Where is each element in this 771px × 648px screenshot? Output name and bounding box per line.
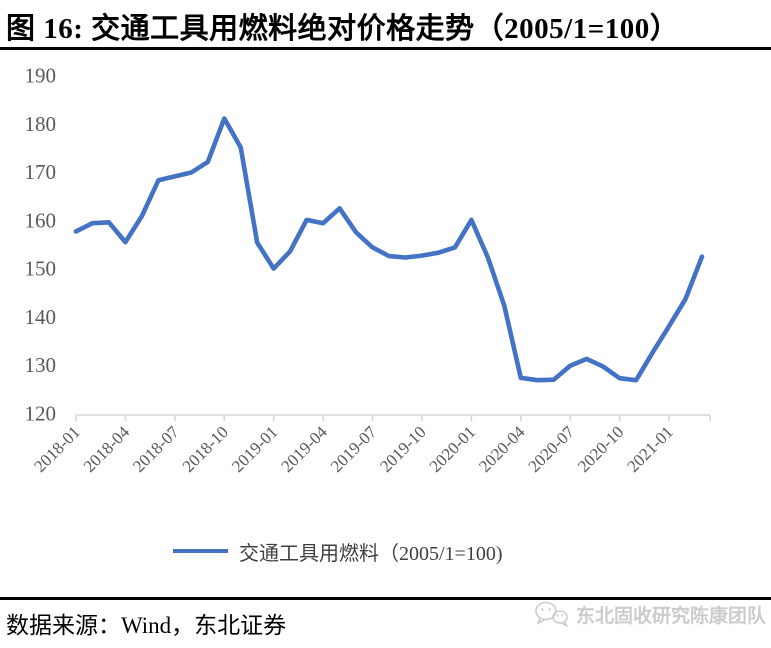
- title-divider: [0, 47, 771, 50]
- y-axis-tick-label: 130: [25, 353, 57, 377]
- legend-label: 交通工具用燃料（2005/1=100): [239, 542, 503, 565]
- x-axis-tick-label: 2019-01: [228, 422, 282, 476]
- x-axis-tick-label: 2018-10: [179, 422, 233, 476]
- figure-title: 图 16: 交通工具用燃料绝对价格走势（2005/1=100）: [6, 13, 680, 45]
- x-axis-tick-label: 2021-01: [623, 422, 677, 476]
- legend-line-swatch: [173, 549, 228, 553]
- wechat-icon: [535, 601, 569, 628]
- x-axis-tick-label: 2018-01: [30, 422, 84, 476]
- watermark: 东北固收研究陈康团队: [533, 600, 766, 628]
- x-axis-tick-label: 2020-10: [574, 422, 628, 476]
- y-axis-tick-label: 140: [25, 305, 57, 329]
- footer-divider: [0, 597, 771, 600]
- source-note: 数据来源：Wind，东北证券: [6, 613, 287, 638]
- y-axis-tick-label: 150: [25, 257, 57, 281]
- x-axis-tick-label: 2019-07: [327, 422, 381, 476]
- chart-legend: 交通工具用燃料（2005/1=100): [173, 539, 503, 565]
- y-axis-tick-label: 160: [25, 208, 57, 232]
- watermark-text: 东北固收研究陈康团队: [575, 605, 766, 627]
- x-axis-tick-label: 2018-07: [129, 422, 183, 476]
- series-line-transport-fuel: [73, 116, 705, 383]
- y-axis-tick-label: 190: [25, 64, 57, 88]
- y-axis-tick-label: 120: [25, 402, 57, 426]
- x-axis-tick-label: 2020-07: [525, 422, 579, 476]
- x-axis-tick-label: 2020-04: [475, 422, 529, 476]
- x-axis-tick-label: 2020-01: [426, 422, 480, 476]
- x-axis-tick-label: 2019-10: [376, 422, 430, 476]
- y-axis-tick-label: 180: [25, 112, 57, 136]
- x-axis-tick-label: 2019-04: [277, 422, 331, 476]
- x-axis-tick-label: 2018-04: [80, 422, 134, 476]
- y-axis-tick-label: 170: [25, 160, 57, 184]
